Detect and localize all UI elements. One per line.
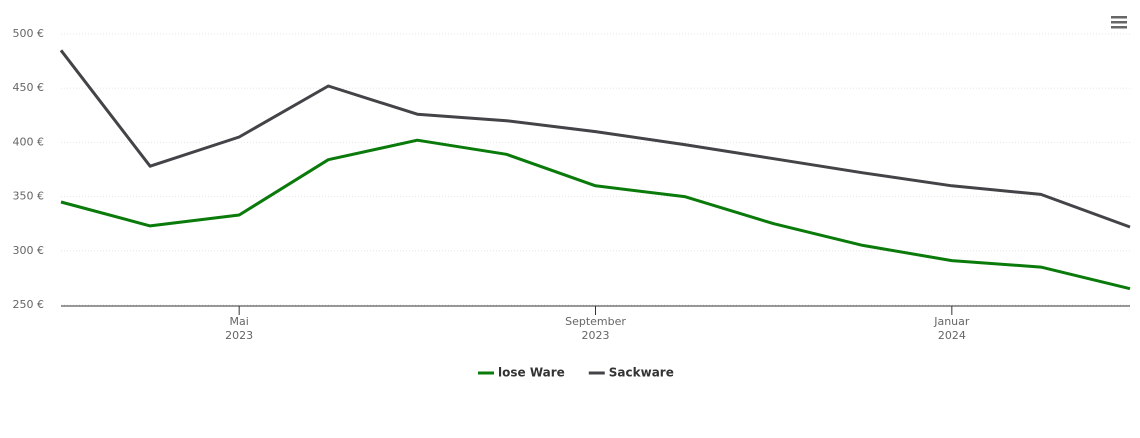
legend-label: lose Ware xyxy=(498,366,565,380)
x-tick-label: 2023 xyxy=(582,329,610,342)
legend: lose Ware Sackware xyxy=(478,366,674,380)
x-tick-label: 2023 xyxy=(225,329,253,342)
menu-bar xyxy=(1111,26,1127,29)
legend-item[interactable]: lose Ware xyxy=(478,366,565,380)
series-line xyxy=(59,49,1131,229)
y-tick-label: 350 € xyxy=(13,190,45,203)
y-tick-label: 400 € xyxy=(13,135,45,148)
x-tick-label: Mai xyxy=(230,315,249,328)
y-tick-label: 300 € xyxy=(13,244,45,257)
legend-item[interactable]: Sackware xyxy=(588,366,674,380)
series-line xyxy=(60,138,1131,291)
menu-button[interactable] xyxy=(1111,16,1127,29)
x-tick-label: September xyxy=(565,315,626,328)
menu-bar xyxy=(1111,16,1127,19)
menu-bar xyxy=(1111,21,1127,24)
legend-label: Sackware xyxy=(609,366,674,380)
y-tick-label: 500 € xyxy=(13,27,45,40)
y-tick-label: 450 € xyxy=(13,81,45,94)
y-tick-label: 250 € xyxy=(13,298,45,311)
x-tick-label: Januar xyxy=(933,315,970,328)
x-tick-label: 2024 xyxy=(938,329,966,342)
